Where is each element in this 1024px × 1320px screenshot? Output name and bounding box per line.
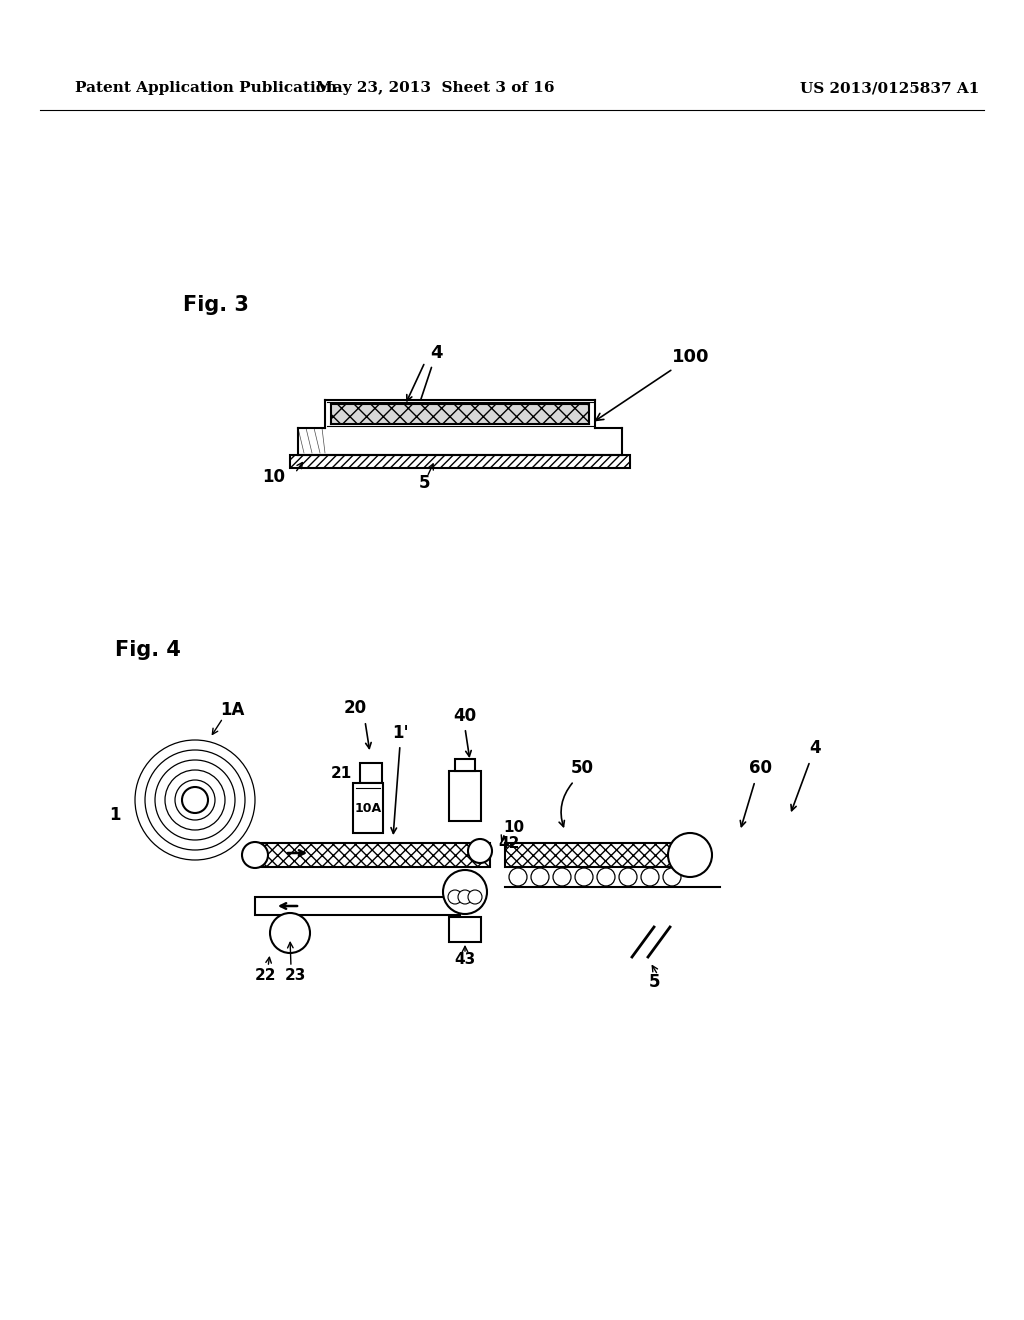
Circle shape xyxy=(575,869,593,886)
Circle shape xyxy=(641,869,659,886)
Text: 22: 22 xyxy=(254,968,275,982)
Circle shape xyxy=(270,913,310,953)
Circle shape xyxy=(531,869,549,886)
Bar xyxy=(449,771,481,821)
Text: US 2013/0125837 A1: US 2013/0125837 A1 xyxy=(800,81,979,95)
Circle shape xyxy=(618,869,637,886)
Text: May 23, 2013  Sheet 3 of 16: May 23, 2013 Sheet 3 of 16 xyxy=(315,81,554,95)
Bar xyxy=(353,783,383,833)
Circle shape xyxy=(182,787,208,813)
Text: Fig. 3: Fig. 3 xyxy=(183,294,249,315)
Bar xyxy=(455,759,475,771)
Circle shape xyxy=(449,890,462,904)
Bar xyxy=(331,404,589,424)
Circle shape xyxy=(458,890,472,904)
Circle shape xyxy=(663,869,681,886)
Text: 20: 20 xyxy=(343,700,367,717)
Text: 40: 40 xyxy=(454,708,476,725)
Circle shape xyxy=(553,869,571,886)
Text: 10: 10 xyxy=(262,469,285,486)
Text: 10A: 10A xyxy=(355,801,382,814)
Text: 21: 21 xyxy=(331,766,352,780)
Text: 23: 23 xyxy=(285,968,306,982)
Text: Fig. 4: Fig. 4 xyxy=(115,640,181,660)
Text: 10: 10 xyxy=(503,821,524,836)
Circle shape xyxy=(468,840,492,863)
Circle shape xyxy=(443,870,487,913)
Text: 50: 50 xyxy=(570,759,594,777)
Bar xyxy=(505,843,680,867)
Circle shape xyxy=(509,869,527,886)
Text: 43: 43 xyxy=(455,953,475,968)
Text: 5: 5 xyxy=(419,474,431,492)
Text: 1': 1' xyxy=(392,723,409,742)
Text: 100: 100 xyxy=(596,348,710,420)
Circle shape xyxy=(597,869,615,886)
Bar xyxy=(290,455,630,469)
Text: 4: 4 xyxy=(421,345,442,400)
Bar xyxy=(255,843,490,867)
Circle shape xyxy=(242,842,268,869)
Bar xyxy=(360,763,382,783)
Circle shape xyxy=(468,890,482,904)
Text: 4: 4 xyxy=(809,739,821,756)
Text: 1A: 1A xyxy=(220,701,245,719)
Bar xyxy=(449,917,481,942)
Circle shape xyxy=(668,833,712,876)
Bar xyxy=(290,455,630,469)
Text: 42: 42 xyxy=(498,836,519,850)
Bar xyxy=(255,898,460,915)
Text: 60: 60 xyxy=(749,759,771,777)
Text: 1: 1 xyxy=(110,807,121,824)
Text: Patent Application Publication: Patent Application Publication xyxy=(75,81,337,95)
Text: 5: 5 xyxy=(649,973,660,991)
